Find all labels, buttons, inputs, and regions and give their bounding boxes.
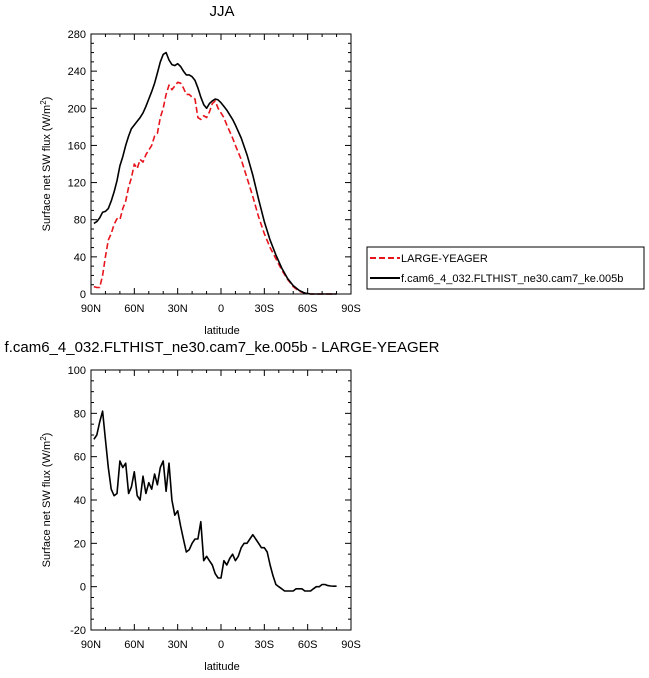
chart-title-top: JJA: [209, 3, 234, 20]
y-tick-label: 40: [74, 252, 86, 264]
ticks-bottom: 90N 60N 30N 0 30S 60S 90S -20 0 20 40 60 80 100: [68, 365, 361, 651]
legend-label-cam6: f.cam6_4_032.FLTHIST_ne30.cam7_ke.005b: [401, 273, 623, 285]
x-tick-label: 90N: [81, 303, 101, 315]
legend: LARGE-YEAGER f.cam6_4_032.FLTHIST_ne30.c…: [366, 246, 645, 290]
x-tick-label: 30N: [168, 639, 188, 651]
ticks-top: 90N 60N 30N 0 30S 60S 90S 0 40 80 120 160 200 240 280: [68, 29, 361, 315]
y-tick-label: 0: [80, 289, 86, 301]
x-tick-label: 90N: [81, 639, 101, 651]
y-tick-label: 160: [68, 140, 86, 152]
series-line-1-0: [93, 410, 337, 592]
x-axis-label-bottom: latitude: [204, 661, 239, 673]
y-tick-label: 200: [68, 103, 86, 115]
x-tick-label: 0: [218, 303, 224, 315]
x-tick-label: 30S: [255, 303, 275, 315]
x-tick-label: 90S: [341, 639, 361, 651]
y-tick-label: 20: [74, 538, 86, 550]
y-tick-label: 280: [68, 29, 86, 41]
panel-top: JJA 90N 60N 30N 0 30S 60S 90S 0 40 80 120 160 200 240…: [39, 3, 645, 337]
legend-label-large-yeager: LARGE-YEAGER: [401, 253, 488, 265]
plot-frame-bottom: [90, 369, 352, 631]
series-line-0-1: [93, 51, 337, 295]
chart-title-bottom: f.cam6_4_032.FLTHIST_ne30.cam7_ke.005b -…: [5, 339, 440, 356]
y-tick-label: 40: [74, 495, 86, 507]
x-tick-label: 60S: [298, 303, 318, 315]
x-tick-label: 0: [218, 639, 224, 651]
plot-frame-top: [90, 33, 352, 295]
x-tick-label: 60N: [124, 303, 144, 315]
y-tick-label: 0: [80, 582, 86, 594]
y-tick-label: -20: [70, 625, 86, 637]
series-line-0-0: [93, 81, 337, 295]
y-tick-label: 80: [74, 408, 86, 420]
y-axis-label-bottom: Surface net SW flux (W/m2): [39, 433, 53, 568]
y-tick-label: 240: [68, 66, 86, 78]
x-tick-label: 60N: [124, 639, 144, 651]
x-tick-label: 30N: [168, 303, 188, 315]
y-tick-label: 100: [68, 365, 86, 377]
y-tick-label: 80: [74, 215, 86, 227]
series-group-top: [93, 51, 337, 295]
y-tick-label: 60: [74, 452, 86, 464]
x-tick-label: 90S: [341, 303, 361, 315]
y-axis-label-top: Surface net SW flux (W/m2): [39, 97, 53, 232]
x-tick-label: 30S: [255, 639, 275, 651]
y-tick-label: 120: [68, 178, 86, 190]
panel-bottom: f.cam6_4_032.FLTHIST_ne30.cam7_ke.005b -…: [5, 339, 440, 673]
x-tick-label: 60S: [298, 639, 318, 651]
series-group-bottom: [93, 410, 337, 592]
x-axis-label-top: latitude: [204, 325, 239, 337]
legend-box: [366, 246, 645, 290]
